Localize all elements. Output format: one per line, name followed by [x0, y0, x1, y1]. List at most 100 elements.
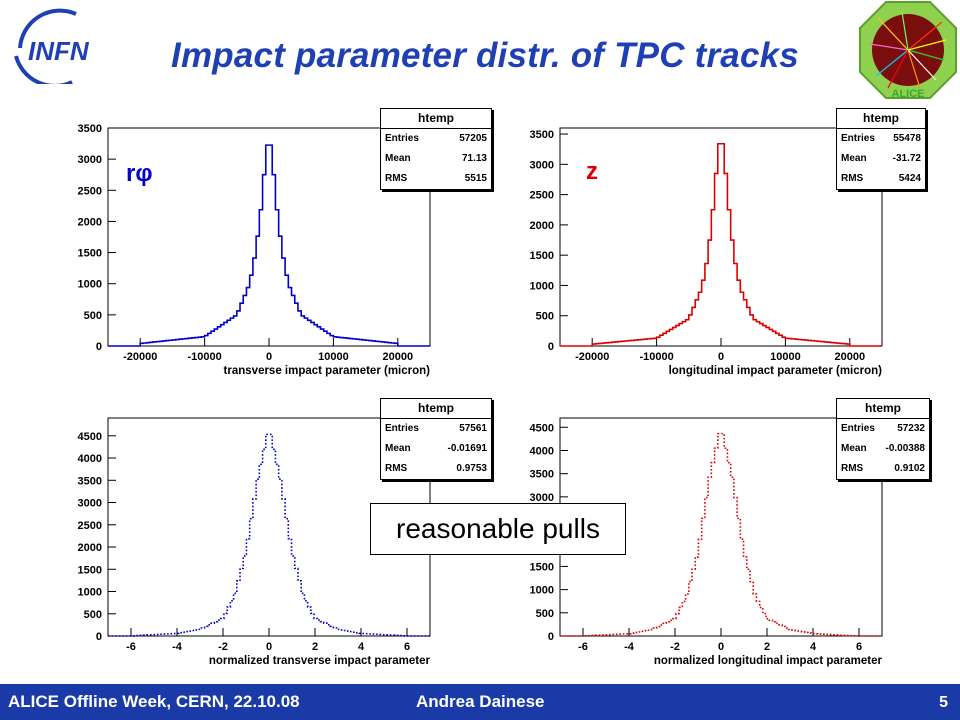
alice-logo: ALICE	[858, 0, 958, 100]
y-tick-label: 3000	[530, 492, 554, 504]
rms-label: RMS	[841, 173, 864, 184]
y-tick-label: 4000	[530, 445, 554, 457]
y-tick-label: 500	[84, 310, 102, 322]
y-tick-label: 1000	[78, 587, 102, 599]
x-tick-label: 4	[810, 641, 817, 653]
histogram-series	[108, 144, 430, 347]
x-axis-label: normalized longitudinal impact parameter	[654, 655, 883, 667]
y-tick-label: 3000	[78, 154, 102, 166]
x-tick-label: -10000	[639, 351, 673, 363]
y-tick-label: 0	[548, 341, 554, 353]
x-axis-label: longitudinal impact parameter (micron)	[669, 365, 883, 377]
mean-value: -31.72	[892, 153, 921, 164]
x-tick-label: 4	[358, 641, 365, 653]
infn-logo: INFN	[6, 6, 106, 88]
mean-value: 71.13	[461, 153, 487, 164]
entries-label: Entries	[841, 423, 875, 434]
histogram-series	[560, 432, 882, 637]
page-number: 5	[939, 694, 948, 711]
y-tick-label: 4000	[78, 453, 102, 465]
page-title: Impact parameter distr. of TPC tracks	[171, 36, 799, 75]
x-tick-label: 20000	[835, 351, 866, 363]
mean-value: -0.00388	[885, 443, 925, 454]
infn-logo-text: INFN	[28, 36, 90, 66]
x-tick-label: -4	[172, 641, 183, 653]
stats-box-pull-z: htemp Entries 57232 Mean -0.00388 RMS 0.910…	[836, 398, 930, 480]
stats-title: htemp	[837, 109, 925, 129]
y-tick-label: 2500	[78, 185, 102, 197]
y-tick-label: 2000	[78, 216, 102, 228]
y-tick-label: 3500	[530, 129, 554, 141]
entries-value: 57205	[459, 133, 487, 144]
y-tick-label: 4500	[78, 431, 102, 443]
rms-label: RMS	[385, 173, 408, 184]
stats-box-z: htemp Entries 55478 Mean -31.72 RMS 5424	[836, 108, 926, 190]
y-tick-label: 500	[536, 311, 554, 323]
mean-label: Mean	[841, 153, 867, 164]
x-tick-label: 6	[856, 641, 862, 653]
plot-z: 0 500 1000 1500 2000 2500 3000 3500 -20000 -10000…	[512, 118, 892, 380]
stats-title: htemp	[381, 109, 491, 129]
y-tick-label: 1500	[78, 564, 102, 576]
plot-z-svg: 0 500 1000 1500 2000 2500 3000 3500 -20000 -10000…	[530, 127, 883, 377]
x-tick-label: -4	[624, 641, 635, 653]
stats-box-pull-rphi: htemp Entries 57561 Mean -0.01691 RMS 0.975…	[380, 398, 492, 480]
footer-bar: ALICE Offline Week, CERN, 22.10.08 Andre…	[0, 684, 960, 720]
histogram-series	[560, 142, 882, 347]
x-tick-label: 0	[266, 641, 272, 653]
x-tick-label: 0	[718, 351, 724, 363]
stats-box-rphi: htemp Entries 57205 Mean 71.13 RMS 5515	[380, 108, 492, 190]
entries-label: Entries	[841, 133, 875, 144]
label-rphi: rφ	[126, 160, 153, 187]
y-tick-label: 1000	[530, 585, 554, 597]
label-z: z	[586, 158, 598, 185]
callout-reasonable-pulls: reasonable pulls	[370, 503, 626, 555]
x-tick-label: 0	[266, 351, 272, 363]
x-axis-label: transverse impact parameter (micron)	[224, 365, 431, 377]
y-tick-label: 1000	[530, 280, 554, 292]
plot-frame	[107, 127, 431, 347]
mean-label: Mean	[385, 153, 411, 164]
y-tick-label: 3500	[78, 123, 102, 135]
y-tick-label: 3500	[530, 469, 554, 481]
entries-value: 57561	[459, 423, 487, 434]
x-tick-label: -6	[126, 641, 136, 653]
mean-value: -0.01691	[447, 443, 487, 454]
x-axis-label: normalized transverse impact parameter	[209, 655, 431, 667]
x-tick-label: 2	[764, 641, 770, 653]
y-tick-label: 0	[96, 341, 102, 353]
rms-value: 0.9753	[456, 463, 487, 474]
x-tick-label: -20000	[123, 351, 157, 363]
x-tick-label: -10000	[187, 351, 221, 363]
y-tick-label: 1500	[530, 250, 554, 262]
alice-logo-text: ALICE	[892, 88, 925, 100]
rms-label: RMS	[385, 463, 408, 474]
stats-title: htemp	[381, 399, 491, 419]
y-tick-label: 2000	[78, 542, 102, 554]
rms-value: 5424	[898, 173, 921, 184]
stats-title: htemp	[837, 399, 929, 419]
entries-label: Entries	[385, 423, 419, 434]
y-tick-label: 500	[536, 608, 554, 620]
x-tick-label: 10000	[318, 351, 349, 363]
y-tick-label: 0	[96, 631, 102, 643]
rms-label: RMS	[841, 463, 864, 474]
y-tick-label: 1500	[530, 561, 554, 573]
plot-rphi-svg: 0 500 1000 1500 2000 2500 3000 3500 -20000 -10000…	[78, 123, 431, 377]
x-tick-label: -20000	[575, 351, 609, 363]
y-tick-label: 2500	[78, 520, 102, 532]
rms-value: 0.9102	[894, 463, 925, 474]
x-tick-label: -2	[218, 641, 228, 653]
x-tick-label: 6	[404, 641, 410, 653]
y-tick-label: 1000	[78, 279, 102, 291]
y-tick-label: 2000	[530, 220, 554, 232]
rms-value: 5515	[464, 173, 487, 184]
footer-event: ALICE Offline Week, CERN, 22.10.08	[8, 692, 300, 711]
x-tick-label: -6	[578, 641, 588, 653]
mean-label: Mean	[385, 443, 411, 454]
plot-frame	[559, 127, 883, 347]
mean-label: Mean	[841, 443, 867, 454]
plot-rphi: 0 500 1000 1500 2000 2500 3000 3500 -20000 -10000…	[60, 118, 440, 380]
y-tick-label: 0	[548, 631, 554, 643]
y-tick-label: 4500	[530, 422, 554, 434]
